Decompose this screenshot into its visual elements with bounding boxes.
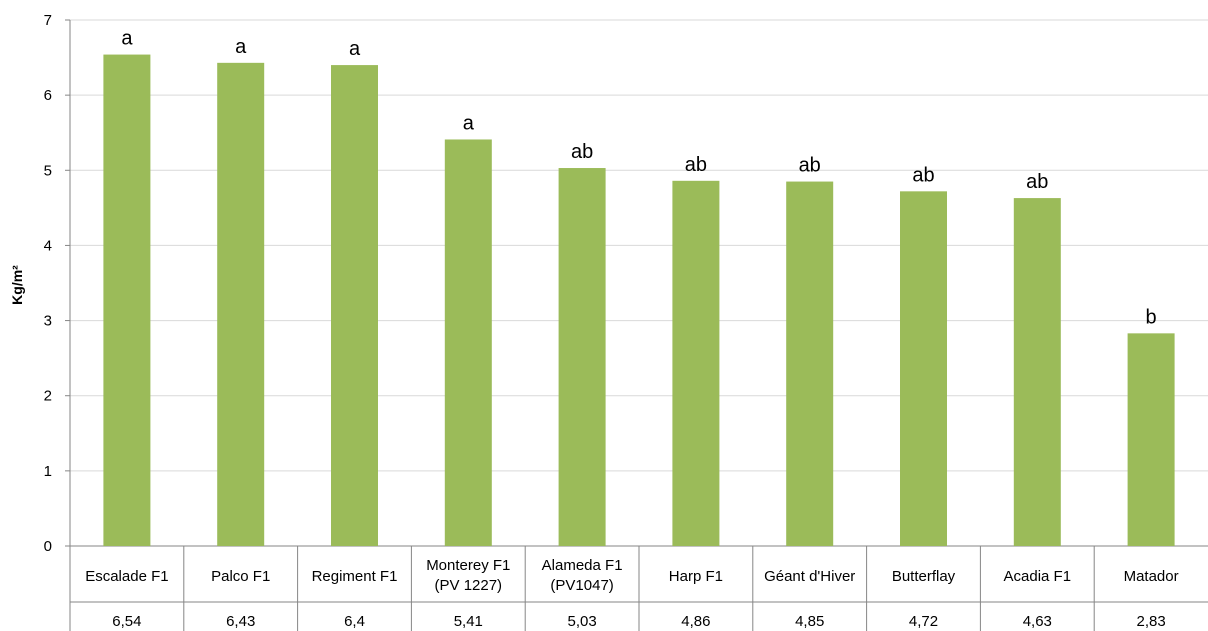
bars	[103, 54, 1175, 547]
category-label: Harp F1	[669, 568, 723, 585]
category-label: (PV 1227)	[435, 577, 503, 594]
y-tick-label: 0	[44, 538, 52, 555]
significance-label: b	[1146, 306, 1157, 328]
value-label: 4,63	[1023, 613, 1052, 630]
bar	[1013, 198, 1061, 547]
significance-label: ab	[912, 164, 934, 186]
value-label: 6,43	[226, 613, 255, 630]
value-label: 5,41	[454, 613, 483, 630]
y-tick-label: 3	[44, 313, 52, 330]
y-tick-label: 2	[44, 388, 52, 405]
bar	[103, 54, 151, 547]
category-label: Butterflay	[892, 568, 956, 585]
category-label: Acadia F1	[1004, 568, 1072, 585]
bar	[672, 180, 720, 546]
value-label: 2,83	[1136, 613, 1165, 630]
significance-labels: a a a a ab ab ab ab ab b	[121, 28, 1156, 329]
category-label: Matador	[1124, 568, 1179, 585]
bar	[786, 181, 834, 547]
category-label: Monterey F1	[426, 557, 510, 574]
significance-label: a	[121, 28, 133, 50]
significance-label: ab	[571, 141, 593, 163]
value-label: 4,85	[795, 613, 824, 630]
bar	[331, 65, 378, 546]
category-label: Palco F1	[211, 568, 270, 585]
y-tick-labels: 0 1 2 3 4 5 6 7	[44, 12, 52, 555]
significance-label: ab	[799, 155, 821, 177]
y-tick-label: 1	[44, 463, 52, 480]
category-label: (PV1047)	[550, 577, 613, 594]
bar	[444, 139, 492, 546]
category-label: Géant d'Hiver	[764, 568, 855, 585]
category-label: Regiment F1	[312, 568, 398, 585]
y-tick-label: 7	[44, 12, 52, 29]
bar	[217, 62, 265, 547]
data-table: Escalade F1 6,54 Palco F1 6,43 Regiment F1 6,…	[85, 557, 1178, 630]
y-tick-label: 4	[44, 237, 52, 254]
significance-label: ab	[685, 154, 707, 176]
significance-label: a	[463, 112, 475, 134]
value-label: 4,72	[909, 613, 938, 630]
y-axis-label: Kg/m²	[9, 265, 25, 305]
y-tick-label: 5	[44, 162, 52, 179]
bar	[1127, 333, 1175, 546]
value-label: 4,86	[681, 613, 710, 630]
y-tick-label: 6	[44, 87, 52, 104]
category-label: Escalade F1	[85, 568, 168, 585]
value-label: 6,4	[344, 613, 365, 630]
category-label: Alameda F1	[542, 557, 623, 574]
value-label: 6,54	[112, 613, 141, 630]
bar	[558, 168, 606, 546]
significance-label: a	[235, 36, 247, 58]
value-label: 5,03	[567, 613, 596, 630]
bar	[900, 191, 947, 546]
significance-label: a	[349, 38, 361, 60]
significance-label: ab	[1026, 171, 1048, 193]
